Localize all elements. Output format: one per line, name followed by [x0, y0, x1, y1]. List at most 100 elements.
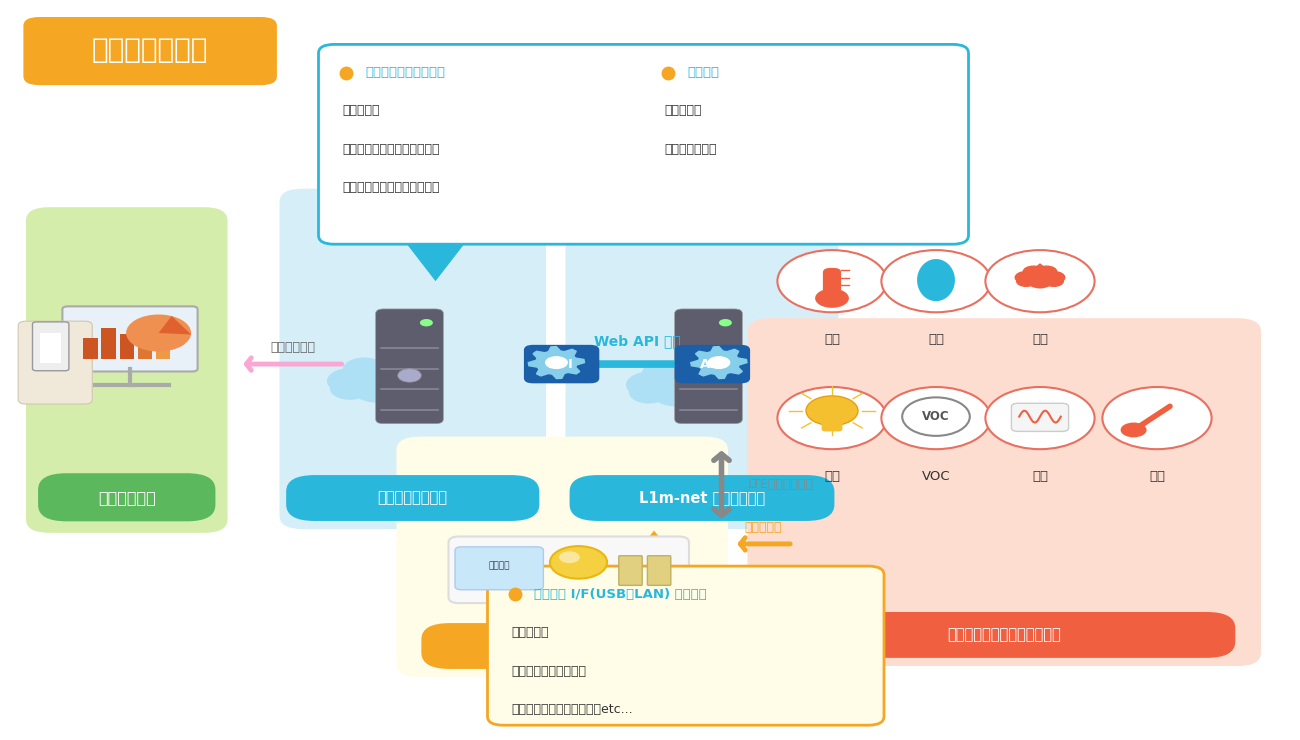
Text: 連携イメージ図: 連携イメージ図 — [91, 36, 208, 64]
Circle shape — [1023, 266, 1044, 278]
Text: 外部入力 I/F(USB・LAN) の利活用: 外部入力 I/F(USB・LAN) の利活用 — [534, 588, 707, 601]
FancyBboxPatch shape — [280, 189, 546, 529]
Text: 気圧: 気圧 — [1032, 333, 1048, 346]
Circle shape — [1017, 275, 1036, 287]
Text: ・見守りビーコン情報　　etc...: ・見守りビーコン情報 etc... — [511, 703, 633, 716]
Circle shape — [385, 377, 424, 400]
Text: 湿度: 湿度 — [928, 333, 944, 346]
FancyBboxPatch shape — [138, 331, 152, 359]
Text: 貴社サービス: 貴社サービス — [98, 490, 156, 505]
FancyBboxPatch shape — [120, 334, 134, 359]
Polygon shape — [918, 260, 954, 300]
Text: 照度: 照度 — [824, 470, 840, 483]
Circle shape — [381, 368, 426, 394]
Circle shape — [1014, 271, 1037, 284]
Circle shape — [1044, 275, 1063, 287]
FancyBboxPatch shape — [448, 536, 689, 603]
FancyBboxPatch shape — [569, 475, 835, 521]
Circle shape — [1102, 387, 1212, 449]
Text: 各種センサ・ヘルスケア機器: 各種センサ・ヘルスケア機器 — [948, 628, 1061, 642]
Text: 血圧: 血圧 — [1032, 470, 1048, 483]
Circle shape — [642, 361, 685, 386]
Circle shape — [651, 378, 701, 406]
Circle shape — [1024, 268, 1056, 285]
Circle shape — [777, 250, 887, 312]
Circle shape — [550, 546, 607, 579]
FancyBboxPatch shape — [455, 547, 543, 590]
Circle shape — [559, 551, 580, 563]
FancyBboxPatch shape — [524, 345, 599, 383]
FancyBboxPatch shape — [1011, 403, 1069, 431]
Text: VOC: VOC — [922, 470, 950, 483]
Circle shape — [1027, 274, 1053, 289]
Text: API: API — [549, 357, 575, 371]
Circle shape — [126, 314, 191, 352]
FancyBboxPatch shape — [318, 44, 968, 244]
FancyBboxPatch shape — [823, 268, 841, 296]
Polygon shape — [690, 346, 748, 379]
Text: 各種情報入手＆利活用: 各種情報入手＆利活用 — [365, 66, 446, 79]
Circle shape — [1121, 423, 1147, 437]
FancyBboxPatch shape — [38, 474, 216, 521]
Circle shape — [398, 369, 421, 382]
Text: データ取得: データ取得 — [745, 521, 781, 534]
Polygon shape — [528, 346, 585, 379]
FancyBboxPatch shape — [566, 189, 838, 529]
Circle shape — [420, 319, 433, 326]
FancyBboxPatch shape — [421, 623, 703, 669]
Circle shape — [368, 357, 411, 382]
Circle shape — [545, 356, 568, 369]
FancyBboxPatch shape — [40, 333, 61, 363]
FancyBboxPatch shape — [286, 475, 540, 521]
Circle shape — [777, 387, 887, 449]
Text: 音声案内: 音声案内 — [688, 66, 720, 79]
Polygon shape — [159, 316, 191, 334]
FancyBboxPatch shape — [774, 612, 1235, 658]
Text: ・音声配信結果: ・音声配信結果 — [664, 143, 716, 156]
Text: API: API — [699, 357, 725, 371]
Text: LTEネットワーク: LTEネットワーク — [747, 478, 814, 491]
Circle shape — [629, 380, 670, 403]
Circle shape — [1036, 266, 1057, 278]
FancyBboxPatch shape — [376, 309, 443, 423]
Circle shape — [697, 369, 720, 382]
Circle shape — [343, 357, 386, 382]
Circle shape — [667, 361, 710, 386]
Circle shape — [684, 380, 723, 403]
FancyBboxPatch shape — [62, 306, 198, 371]
Circle shape — [707, 356, 731, 369]
FancyBboxPatch shape — [26, 207, 228, 533]
Circle shape — [985, 250, 1095, 312]
Circle shape — [881, 250, 991, 312]
Circle shape — [881, 387, 991, 449]
Text: Web API 連携: Web API 連携 — [594, 334, 680, 348]
Text: 体温: 体温 — [1149, 470, 1165, 483]
Circle shape — [680, 371, 727, 398]
FancyBboxPatch shape — [822, 415, 842, 431]
Text: ・端末情報: ・端末情報 — [342, 104, 380, 118]
Polygon shape — [625, 531, 682, 566]
Text: ・バイタル、健康情報: ・バイタル、健康情報 — [511, 665, 586, 678]
Text: 元気だよ: 元気だよ — [489, 562, 510, 571]
Circle shape — [985, 387, 1095, 449]
FancyBboxPatch shape — [32, 322, 69, 371]
Text: VOC: VOC — [922, 410, 950, 423]
Circle shape — [328, 368, 373, 394]
Circle shape — [627, 371, 672, 398]
Text: サービス提供: サービス提供 — [270, 340, 315, 354]
Circle shape — [330, 377, 369, 400]
FancyBboxPatch shape — [619, 556, 642, 585]
Circle shape — [815, 289, 849, 308]
Text: L1m-net クラウド環境: L1m-net クラウド環境 — [638, 491, 766, 505]
FancyBboxPatch shape — [23, 17, 277, 85]
Text: 貴社クラウド環境: 貴社クラウド環境 — [378, 491, 447, 505]
Circle shape — [806, 396, 858, 426]
FancyBboxPatch shape — [101, 328, 116, 359]
Circle shape — [646, 366, 706, 400]
FancyBboxPatch shape — [647, 556, 671, 585]
Circle shape — [352, 374, 402, 403]
FancyBboxPatch shape — [18, 321, 92, 404]
FancyBboxPatch shape — [675, 345, 750, 383]
Circle shape — [1043, 271, 1066, 284]
Text: ・サービス（端末）利用履歴: ・サービス（端末）利用履歴 — [342, 181, 439, 195]
